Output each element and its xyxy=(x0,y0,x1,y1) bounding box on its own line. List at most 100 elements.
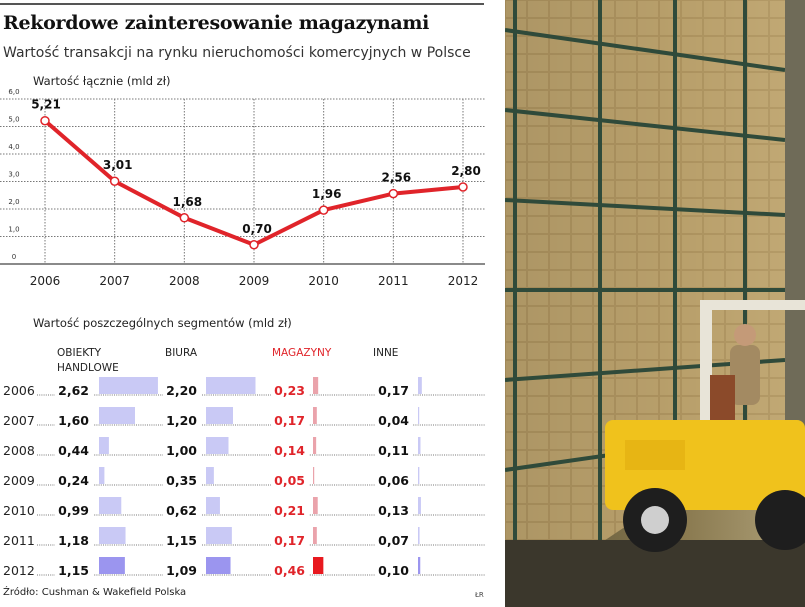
segment-bar xyxy=(313,377,319,394)
chart-title: Rekordowe zainteresowanie magazynami xyxy=(3,12,430,34)
value-label-bg xyxy=(375,532,413,548)
value-label-bg xyxy=(271,412,309,428)
value-label-bg xyxy=(375,442,413,458)
x-tick-label: 2012 xyxy=(448,274,479,288)
value-label-bg xyxy=(163,472,201,488)
value-label-bg xyxy=(163,442,201,458)
row-year: 2007 xyxy=(3,413,35,428)
value-label-bg xyxy=(271,442,309,458)
segment-value: 0,10 xyxy=(378,563,409,578)
x-tick-label: 2011 xyxy=(378,274,409,288)
segment-value: 0,11 xyxy=(378,443,409,458)
data-label: 5,21 xyxy=(31,98,61,112)
value-label-bg xyxy=(55,532,93,548)
x-tick-label: 2010 xyxy=(308,274,339,288)
x-tick-label: 2009 xyxy=(239,274,270,288)
data-point xyxy=(179,213,190,223)
segment-bar xyxy=(418,527,420,544)
data-label: 2,56 xyxy=(382,171,412,185)
author-credit: ŁR xyxy=(475,591,484,599)
y-tick-label: 2,0 xyxy=(8,198,19,206)
infographic: Rekordowe zainteresowanie magazynami War… xyxy=(0,3,485,599)
x-tick-label: 2006 xyxy=(30,274,61,288)
segment-value: 1,15 xyxy=(166,533,197,548)
segment-value: 1,18 xyxy=(58,533,89,548)
value-label-bg xyxy=(163,382,201,398)
value-label-bg xyxy=(55,502,93,518)
segment-value: 0,46 xyxy=(274,563,305,578)
data-point xyxy=(388,188,399,199)
value-label-bg xyxy=(375,472,413,488)
segment-value: 0,24 xyxy=(58,473,89,488)
segment-value: 0,21 xyxy=(274,503,305,518)
data-point xyxy=(318,205,329,215)
segment-bar xyxy=(99,377,158,394)
segment-bar xyxy=(418,377,422,394)
segment-bar xyxy=(99,557,125,574)
value-label-bg xyxy=(271,382,309,398)
segment-bar xyxy=(313,467,315,484)
value-label-bg xyxy=(55,562,93,578)
segment-bar xyxy=(99,437,109,454)
segment-value: 0,05 xyxy=(274,473,305,488)
segment-bar xyxy=(206,497,220,514)
segment-value: 0,99 xyxy=(58,503,89,518)
segment-value: 1,00 xyxy=(166,443,197,458)
value-label-bg xyxy=(271,472,309,488)
segment-bar xyxy=(418,437,421,454)
segment-bar xyxy=(99,527,126,544)
x-tick-label: 2007 xyxy=(99,274,130,288)
value-label-bg xyxy=(271,502,309,518)
segment-value: 0,04 xyxy=(378,413,409,428)
value-label-bg xyxy=(163,532,201,548)
data-point xyxy=(40,115,50,126)
segment-value: 1,60 xyxy=(58,413,89,428)
segment-value: 0,35 xyxy=(166,473,197,488)
segment-value: 0,17 xyxy=(274,413,305,428)
segment-bar xyxy=(313,407,317,424)
value-label-bg xyxy=(55,442,93,458)
data-label: 1,96 xyxy=(312,187,342,201)
value-label-bg xyxy=(375,412,413,428)
value-label-bg xyxy=(375,502,413,518)
value-label-bg xyxy=(375,382,413,398)
top-rule xyxy=(0,3,484,5)
segment-bar xyxy=(418,467,420,484)
segment-value: 1,15 xyxy=(58,563,89,578)
line-chart-title: Wartość łącznie (mld zł) xyxy=(33,74,171,88)
column-header-retail: OBIEKTY HANDLOWE xyxy=(57,347,119,374)
row-year: 2011 xyxy=(3,533,35,548)
segment-bar xyxy=(418,497,421,514)
segment-value: 0,44 xyxy=(58,443,89,458)
value-label-bg xyxy=(163,562,201,578)
segment-bar xyxy=(206,377,256,394)
segment-bar xyxy=(99,407,135,424)
segment-value: 2,62 xyxy=(58,383,89,398)
segment-value: 1,09 xyxy=(166,563,197,578)
segment-bar xyxy=(206,557,231,574)
y-tick-label: 3,0 xyxy=(8,171,19,179)
segment-bar xyxy=(206,407,233,424)
photo-drawing xyxy=(505,0,805,607)
segment-value: 0,17 xyxy=(378,383,409,398)
data-label: 1,68 xyxy=(173,195,203,209)
segment-bar xyxy=(418,557,421,574)
data-point xyxy=(249,240,259,250)
segment-bar xyxy=(313,437,317,454)
data-point xyxy=(109,176,120,186)
segment-bar xyxy=(313,527,317,544)
segment-value: 0,62 xyxy=(166,503,197,518)
column-header-other: INNE xyxy=(373,347,399,359)
segment-bar xyxy=(206,527,232,544)
segment-value: 2,20 xyxy=(166,383,197,398)
segment-value: 0,13 xyxy=(378,503,409,518)
segments-title: Wartość poszczególnych segmentów (mld zł… xyxy=(33,316,292,330)
segment-value: 0,07 xyxy=(378,533,409,548)
segment-bar xyxy=(99,467,105,484)
row-year: 2012 xyxy=(3,563,35,578)
value-label-bg xyxy=(55,382,93,398)
y-tick-label: 6,0 xyxy=(8,88,19,96)
y-tick-label: 0 xyxy=(12,253,16,261)
segment-bar xyxy=(99,497,122,514)
data-label: 2,80 xyxy=(451,164,481,178)
